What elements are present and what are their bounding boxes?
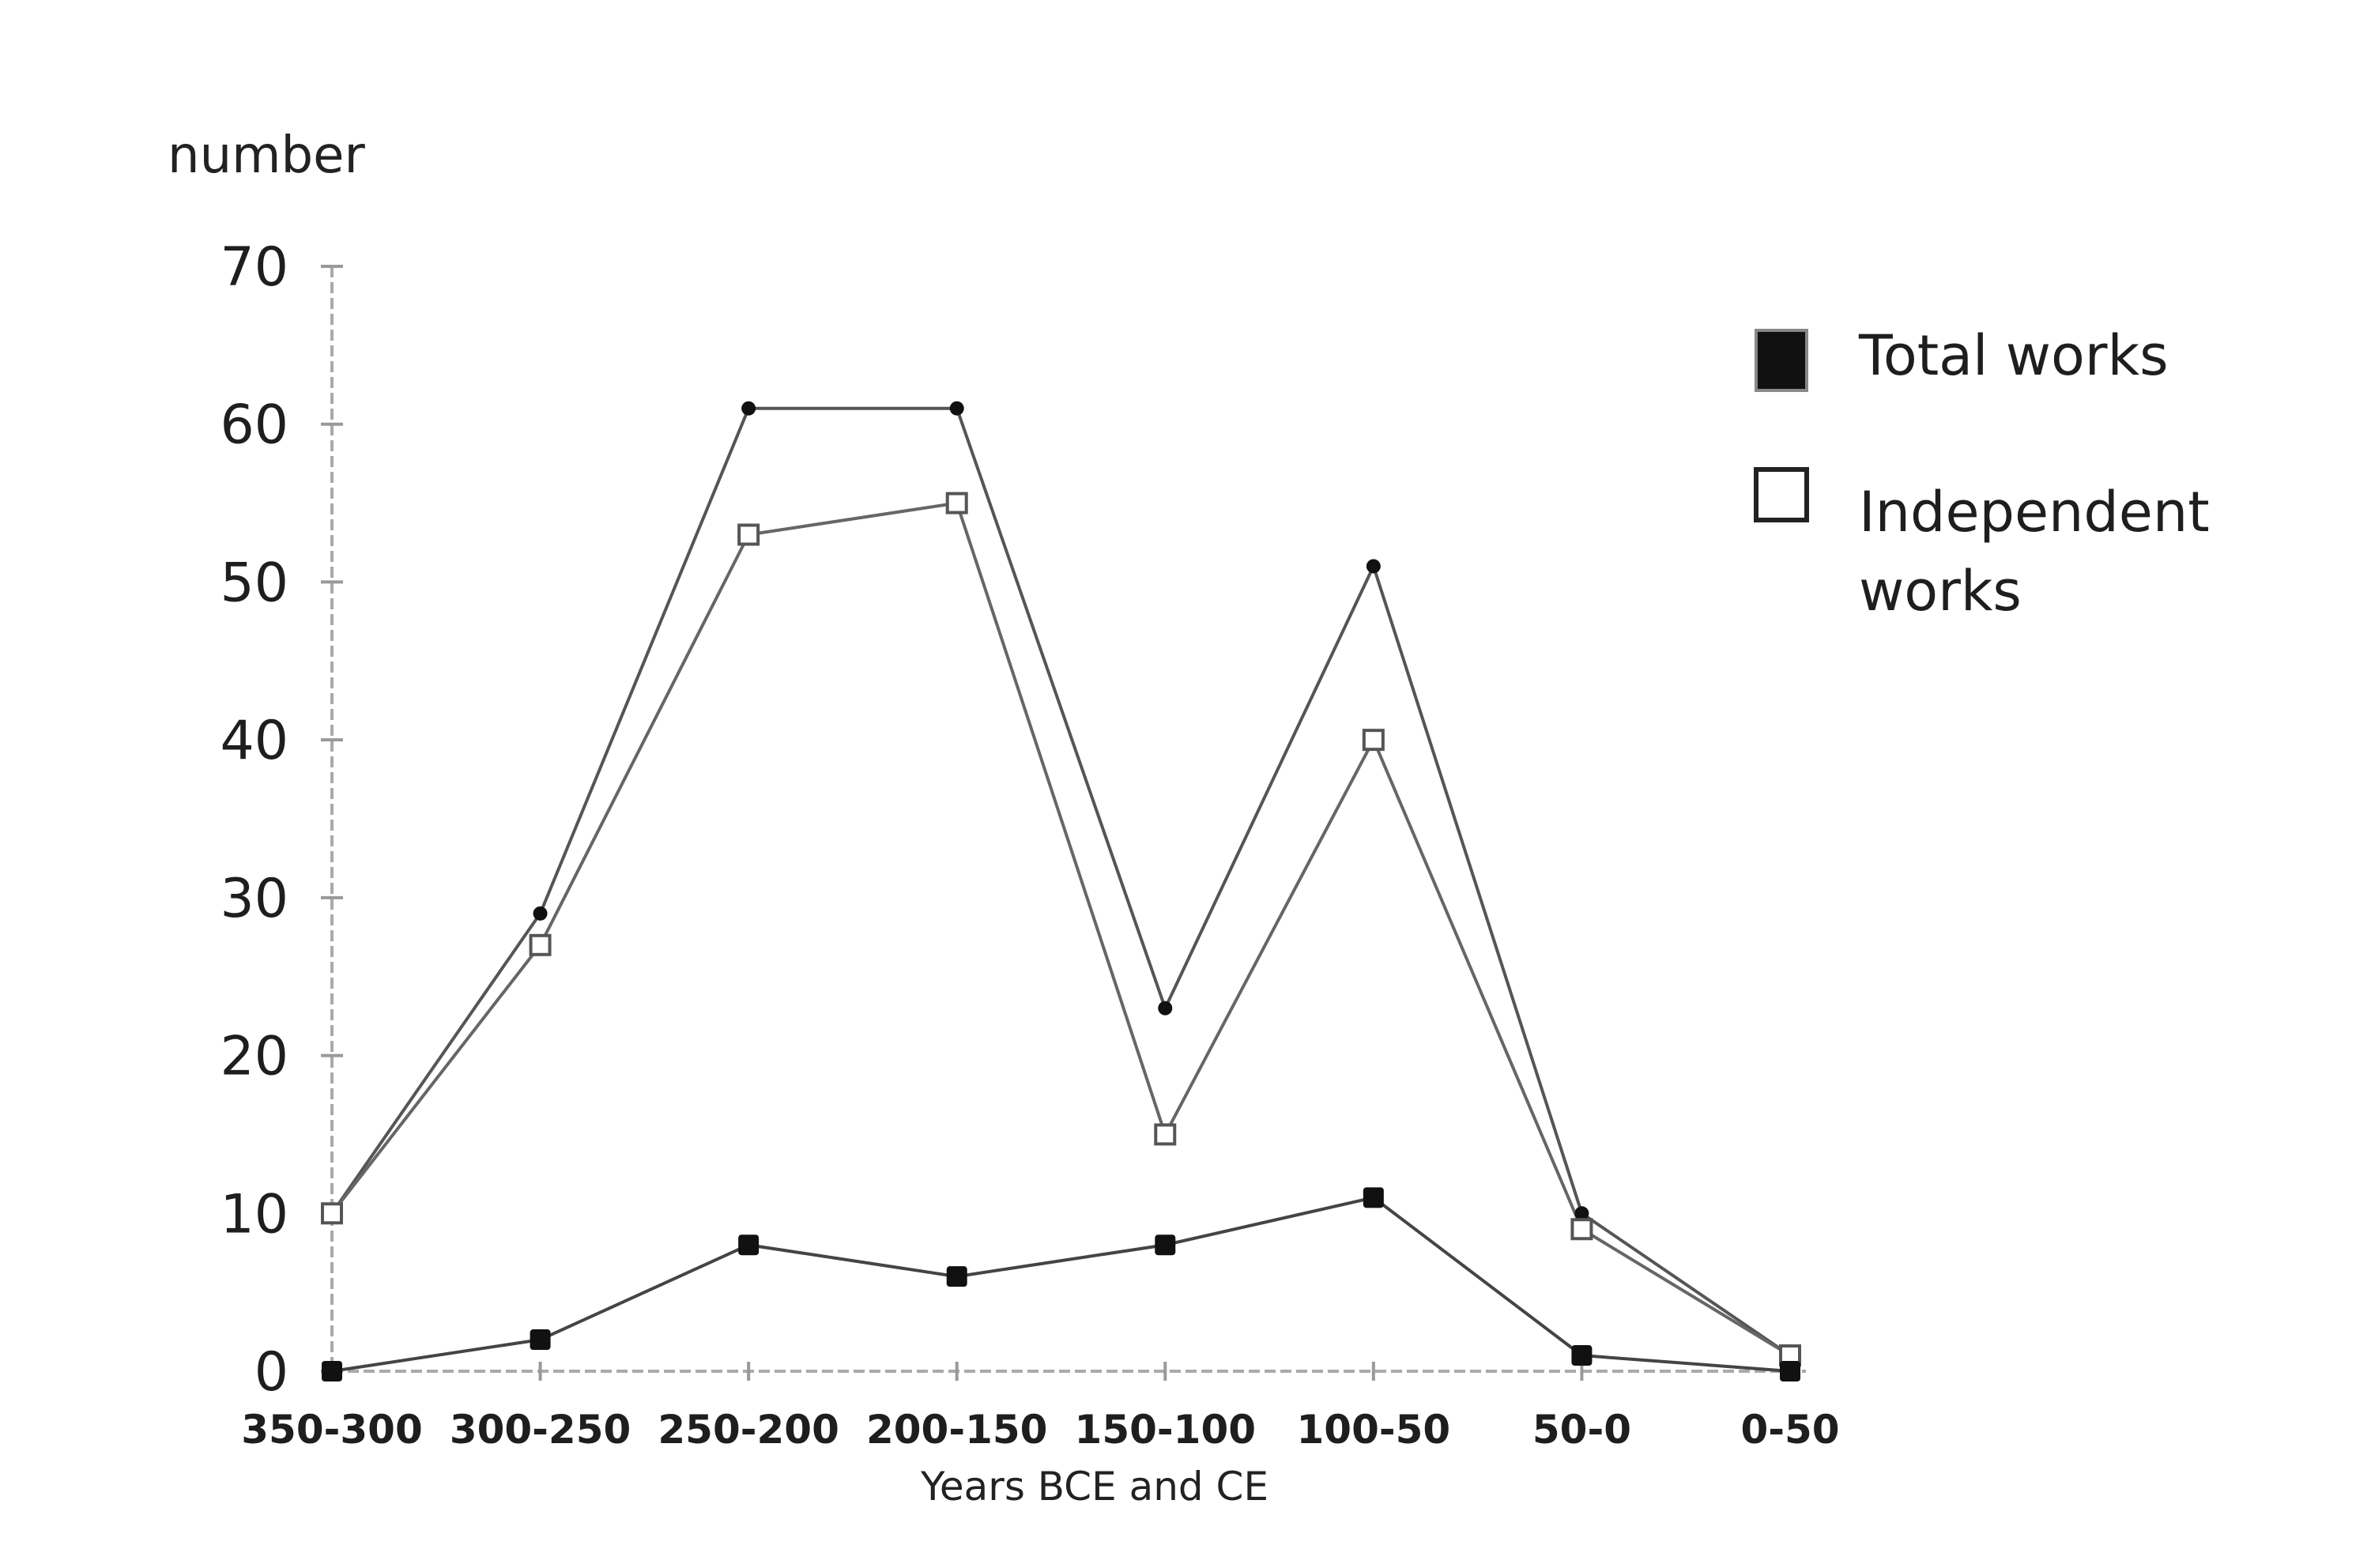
data-point — [1570, 1218, 1593, 1241]
series-line-0 — [330, 406, 1792, 1357]
data-point — [949, 401, 964, 416]
series-line-2 — [331, 1196, 1791, 1373]
x-tick-label: 200-150 — [866, 1407, 1048, 1453]
y-axis-label: number — [168, 126, 365, 185]
markers-layer — [321, 401, 1801, 1381]
data-point — [321, 1202, 343, 1225]
x-tick-label: 0-50 — [1740, 1407, 1839, 1453]
data-point — [1366, 559, 1381, 574]
data-point — [1780, 1361, 1800, 1381]
data-point — [1571, 1345, 1593, 1366]
x-tick-label: 50-0 — [1532, 1407, 1631, 1453]
data-point — [945, 492, 968, 514]
series-line-1 — [330, 501, 1792, 1357]
data-point — [1363, 1187, 1384, 1208]
x-tick-label: 300-250 — [450, 1407, 631, 1453]
y-tick-label: 10 — [220, 1183, 288, 1246]
y-tick-label: 20 — [220, 1026, 288, 1088]
x-tick-label: 250-200 — [658, 1407, 839, 1453]
data-point — [530, 1329, 551, 1351]
legend: Total works Independent works — [1754, 323, 2210, 624]
legend-marker-total-works — [1755, 329, 1808, 392]
data-point — [741, 401, 756, 416]
legend-label-total-works: Total works — [1858, 323, 2169, 388]
data-point — [1362, 729, 1385, 752]
y-tick-label: 50 — [220, 552, 288, 614]
data-point — [946, 1266, 967, 1287]
data-point — [529, 933, 552, 956]
legend-label-independent-works: Independent works — [1859, 480, 2210, 624]
axes: 0 10 20 30 40 50 60 70 350-300 300-250 250-200 200-… — [220, 236, 1839, 1453]
y-tick-label: 0 — [254, 1341, 288, 1404]
x-tick-label: 150-100 — [1075, 1407, 1257, 1453]
data-point — [738, 1234, 760, 1256]
data-point — [1155, 1234, 1176, 1256]
data-point — [737, 523, 760, 546]
data-point — [1158, 1001, 1173, 1016]
x-axis-label: Years BCE and CE — [920, 1464, 1268, 1510]
data-point — [533, 906, 548, 921]
y-tick-label: 40 — [220, 710, 288, 772]
data-point — [1574, 1206, 1589, 1221]
x-tick-label: 100-50 — [1297, 1407, 1451, 1453]
x-tick-label: 350-300 — [241, 1407, 423, 1453]
y-tick-label: 60 — [220, 394, 288, 457]
series-layer — [330, 406, 1792, 1373]
legend-marker-independent-works — [1754, 467, 1809, 522]
data-point — [1154, 1123, 1177, 1146]
y-tick-label: 70 — [220, 236, 288, 299]
data-point — [322, 1361, 342, 1381]
y-tick-label: 30 — [220, 868, 288, 930]
